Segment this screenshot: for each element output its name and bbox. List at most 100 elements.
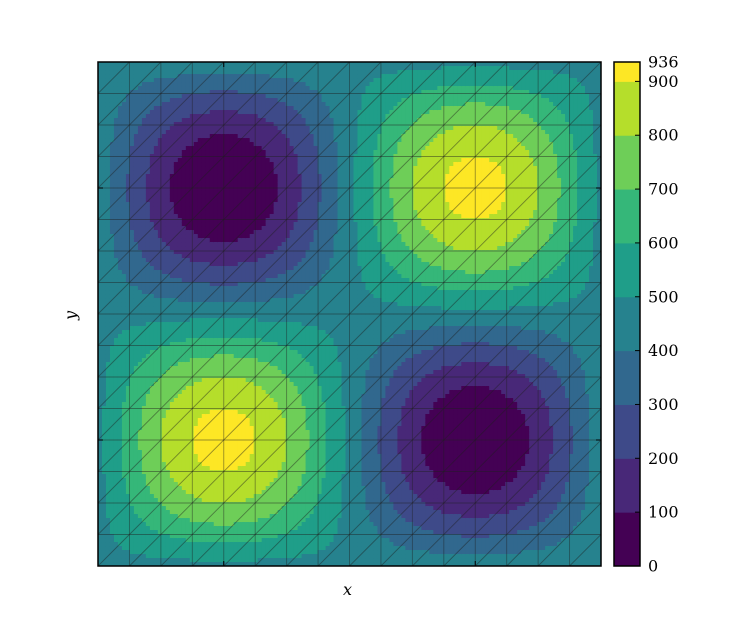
contour-cell	[137, 250, 143, 255]
contour-cell	[225, 102, 231, 107]
contour-cell	[137, 454, 143, 459]
contour-cell	[169, 306, 175, 311]
contour-cell	[237, 186, 243, 191]
contour-cell	[157, 98, 163, 103]
contour-cell	[169, 102, 175, 107]
contour-cell	[245, 414, 251, 419]
contour-cell	[205, 462, 211, 467]
contour-cell	[245, 162, 251, 167]
contour-cell	[161, 326, 167, 331]
contour-cell	[233, 242, 239, 247]
contour-cell	[157, 70, 163, 75]
contour-cell	[105, 362, 111, 367]
contour-cell	[193, 490, 199, 495]
contour-cell	[169, 86, 175, 91]
contour-cell	[209, 186, 215, 191]
contour-cell	[237, 502, 243, 507]
contour-cell	[245, 178, 251, 183]
contour-cell	[109, 510, 115, 515]
contour-cell	[117, 154, 123, 159]
contour-cell	[121, 150, 127, 155]
contour-cell	[101, 186, 107, 191]
contour-cell	[189, 118, 195, 123]
contour-cell	[141, 210, 147, 215]
contour-cell	[221, 366, 227, 371]
contour-cell	[245, 486, 251, 491]
contour-cell	[177, 78, 183, 83]
contour-cell	[225, 342, 231, 347]
contour-cell	[245, 190, 251, 195]
contour-cell	[245, 402, 251, 407]
contour-cell	[213, 510, 219, 515]
contour-cell	[98, 554, 103, 559]
contour-cell	[109, 522, 115, 527]
contour-cell	[177, 122, 183, 127]
contour-cell	[121, 174, 127, 179]
contour-cell	[217, 510, 223, 515]
contour-cell	[249, 294, 255, 299]
contour-cell	[241, 78, 247, 83]
contour-cell	[201, 150, 207, 155]
contour-cell	[197, 406, 203, 411]
contour-cell	[189, 146, 195, 151]
contour-cell	[161, 370, 167, 375]
contour-cell	[145, 222, 151, 227]
contour-cell	[101, 418, 107, 423]
contour-cell	[241, 154, 247, 159]
contour-cell	[137, 338, 143, 343]
contour-cell	[205, 214, 211, 219]
contour-cell	[109, 198, 115, 203]
contour-cell	[181, 518, 187, 523]
contour-cell	[173, 386, 179, 391]
contour-cell	[145, 466, 151, 471]
contour-cell	[225, 134, 231, 139]
contour-cell	[149, 370, 155, 375]
contour-cell	[133, 522, 139, 527]
contour-cell	[157, 526, 163, 531]
contour-cell	[121, 454, 127, 459]
contour-cell	[165, 146, 171, 151]
contour-cell	[209, 522, 215, 527]
contour-cell	[249, 286, 255, 291]
contour-cell	[161, 486, 167, 491]
contour-cell	[181, 130, 187, 135]
contour-cell	[129, 510, 135, 515]
contour-cell	[233, 150, 239, 155]
contour-cell	[125, 170, 131, 175]
contour-cell	[105, 82, 111, 87]
contour-cell	[157, 418, 163, 423]
contour-cell	[165, 378, 171, 383]
contour-cell	[157, 474, 163, 479]
contour-cell	[165, 186, 171, 191]
contour-cell	[109, 162, 115, 167]
contour-cell	[165, 286, 171, 291]
contour-cell	[233, 558, 239, 563]
contour-cell	[205, 62, 211, 67]
contour-cell	[157, 514, 163, 519]
contour-cell	[193, 154, 199, 159]
contour-cell	[173, 490, 179, 495]
contour-cell	[233, 146, 239, 151]
contour-cell	[125, 394, 131, 399]
contour-cell	[117, 450, 123, 455]
contour-cell	[117, 258, 123, 263]
contour-cell	[241, 150, 247, 155]
contour-cell	[169, 394, 175, 399]
contour-cell	[249, 358, 255, 363]
contour-cell	[185, 142, 191, 147]
contour-cell	[185, 398, 191, 403]
contour-cell	[205, 370, 211, 375]
contour-cell	[105, 230, 111, 235]
contour-cell	[137, 346, 143, 351]
contour-cell	[197, 342, 203, 347]
contour-cell	[201, 138, 207, 143]
contour-cell	[253, 170, 259, 175]
contour-cell	[161, 442, 167, 447]
contour-cell	[173, 106, 179, 111]
contour-cell	[241, 314, 247, 319]
contour-cell	[241, 146, 247, 151]
contour-cell	[221, 406, 227, 411]
contour-cell	[121, 366, 127, 371]
contour-cell	[109, 206, 115, 211]
contour-cell	[169, 402, 175, 407]
